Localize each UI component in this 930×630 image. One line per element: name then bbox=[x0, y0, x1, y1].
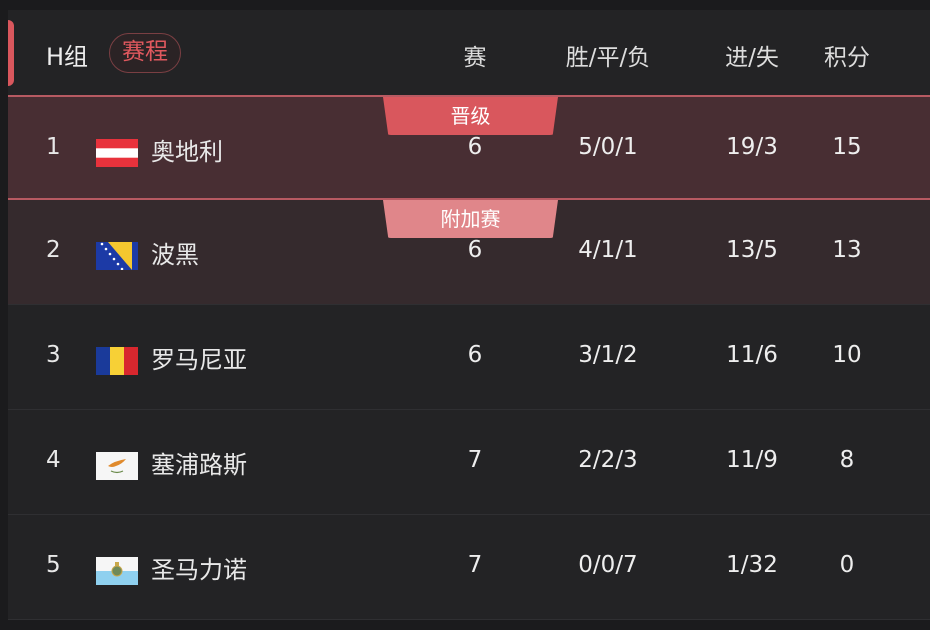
team-name[interactable]: 奥地利 bbox=[151, 138, 223, 166]
team-name[interactable]: 波黑 bbox=[151, 241, 199, 269]
wdl: 4/1/1 bbox=[578, 237, 638, 263]
rank: 2 bbox=[46, 237, 61, 263]
status-badge: 晋级 bbox=[383, 97, 558, 135]
col-wdl: 胜/平/负 bbox=[565, 45, 651, 71]
accent-bar bbox=[8, 20, 14, 86]
table-header: H组 赛程 赛 胜/平/负 进/失 积分 bbox=[8, 10, 930, 95]
points: 13 bbox=[832, 237, 862, 263]
rank: 5 bbox=[46, 552, 61, 578]
wdl: 3/1/2 bbox=[578, 342, 638, 368]
table-row[interactable]: 5 圣马力诺 7 0/0/7 1/32 0 bbox=[8, 515, 930, 620]
wdl: 5/0/1 bbox=[578, 134, 638, 160]
group-title: H组 bbox=[46, 43, 89, 71]
schedule-button[interactable]: 赛程 bbox=[109, 33, 181, 73]
wdl: 2/2/3 bbox=[578, 447, 638, 473]
team-name[interactable]: 塞浦路斯 bbox=[151, 451, 247, 479]
cyprus-flag-icon bbox=[96, 452, 138, 480]
table-row[interactable]: 晋级 1 奥地利 6 5/0/1 19/3 15 bbox=[8, 95, 930, 200]
played: 6 bbox=[467, 134, 483, 160]
goals: 11/9 bbox=[726, 447, 778, 473]
goals: 11/6 bbox=[726, 342, 778, 368]
wdl: 0/0/7 bbox=[578, 552, 638, 578]
points: 8 bbox=[839, 447, 855, 473]
romania-flag-icon bbox=[96, 347, 138, 375]
played: 7 bbox=[467, 552, 483, 578]
table-row[interactable]: 4 塞浦路斯 7 2/2/3 11/9 8 bbox=[8, 410, 930, 515]
col-goals: 进/失 bbox=[725, 45, 779, 71]
table-row[interactable]: 3 罗马尼亚 6 3/1/2 11/6 10 bbox=[8, 305, 930, 410]
team-name[interactable]: 圣马力诺 bbox=[151, 556, 247, 584]
col-played: 赛 bbox=[463, 45, 487, 71]
standings-panel: H组 赛程 赛 胜/平/负 进/失 积分 晋级 1 奥地利 6 5/0/1 19/… bbox=[8, 10, 930, 620]
goals: 19/3 bbox=[726, 134, 778, 160]
team-name[interactable]: 罗马尼亚 bbox=[151, 346, 247, 374]
played: 6 bbox=[467, 237, 483, 263]
san-marino-flag-icon bbox=[96, 557, 138, 585]
points: 0 bbox=[839, 552, 855, 578]
status-badge: 附加赛 bbox=[383, 200, 558, 238]
table-row[interactable]: 附加赛 2 波黑 6 4/1/1 13/5 13 bbox=[8, 200, 930, 305]
played: 7 bbox=[467, 447, 483, 473]
bosnia-flag-icon bbox=[96, 242, 138, 270]
points: 15 bbox=[832, 134, 862, 160]
rank: 1 bbox=[46, 134, 61, 160]
played: 6 bbox=[467, 342, 483, 368]
goals: 1/32 bbox=[726, 552, 778, 578]
col-points: 积分 bbox=[824, 45, 870, 71]
rank: 4 bbox=[46, 447, 61, 473]
rank: 3 bbox=[46, 342, 61, 368]
goals: 13/5 bbox=[726, 237, 778, 263]
austria-flag-icon bbox=[96, 139, 138, 167]
points: 10 bbox=[832, 342, 862, 368]
